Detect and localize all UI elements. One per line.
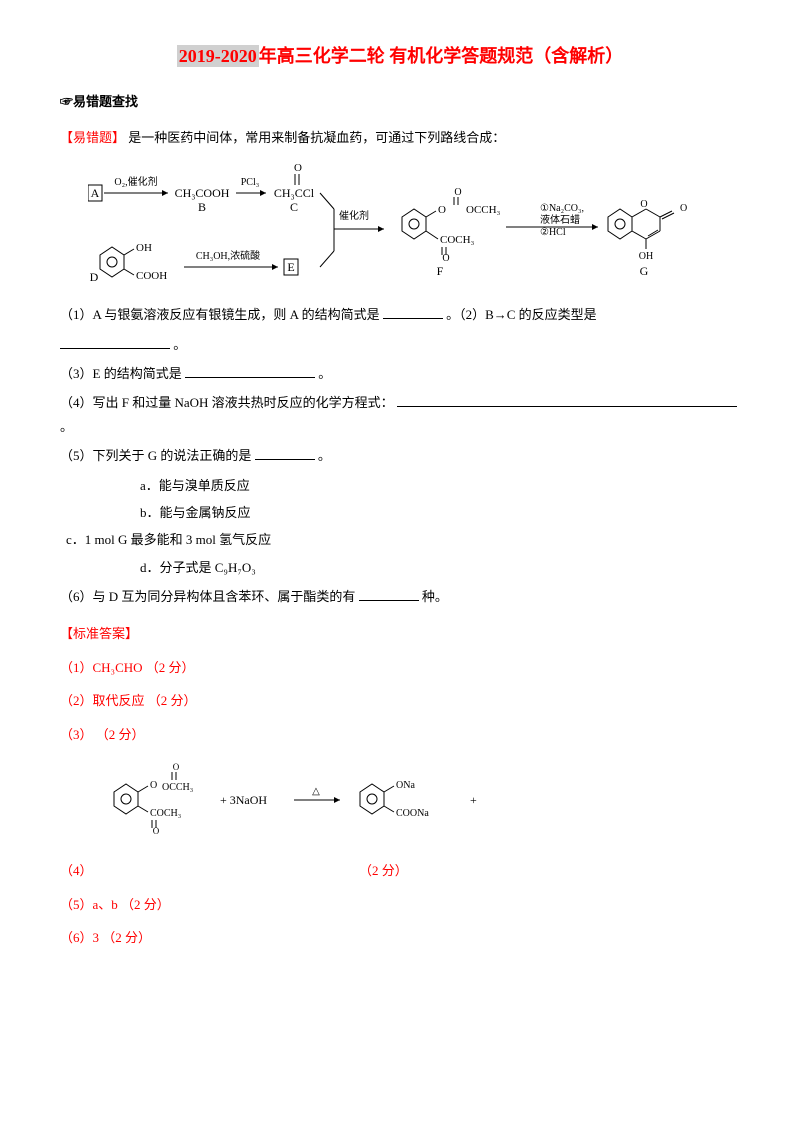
- q1-end: 。: [60, 333, 740, 356]
- ans3: （3） （2 分）: [60, 723, 740, 746]
- svg-text:O: O: [438, 204, 446, 216]
- svg-text:COCH₃: COCH₃: [440, 234, 475, 246]
- svg-text:②HCl: ②HCl: [540, 227, 566, 238]
- blank: [359, 587, 419, 601]
- svg-text:+: +: [470, 793, 477, 807]
- blank: [185, 364, 315, 378]
- svg-text:G: G: [640, 264, 649, 278]
- svg-text:F: F: [437, 264, 444, 278]
- svg-text:CH₃CCl: CH₃CCl: [274, 186, 315, 200]
- opt-d: d．分子式是 C₉H₇O₃: [140, 556, 740, 579]
- blank: [255, 446, 315, 460]
- ans5: （5）a、b （2 分）: [60, 893, 740, 916]
- svg-text:液体石蜡: 液体石蜡: [540, 213, 580, 226]
- reaction-scheme: A O₂,催化剂 CH₃COOH B PCl₃ O CH₃CCl C 催化剂 O…: [88, 159, 708, 289]
- svg-text:OH: OH: [136, 242, 152, 254]
- q5: （5）下列关于 G 的说法正确的是 。: [60, 444, 740, 467]
- blank: [383, 305, 443, 319]
- svg-text:OCCH₃: OCCH₃: [466, 204, 501, 216]
- svg-text:O: O: [454, 187, 461, 198]
- svg-text:CH₃COOH: CH₃COOH: [175, 186, 230, 200]
- q6-text: （6）与 D 互为同分异构体且含苯环、属于酯类的有: [60, 589, 355, 604]
- svg-text:催化剂: 催化剂: [339, 209, 369, 222]
- ans4: （4） （2 分）: [60, 859, 740, 882]
- svg-text:O₂,催化剂: O₂,催化剂: [114, 175, 157, 188]
- svg-text:OCCH₃: OCCH₃: [162, 782, 193, 793]
- opt-a: a．能与溴单质反应: [140, 474, 740, 497]
- q6: （6）与 D 互为同分异构体且含苯环、属于酯类的有 种。: [60, 585, 740, 608]
- page-title: 2019-2020年高三化学二轮 有机化学答题规范（含解析）: [60, 40, 740, 72]
- scheme-svg: A O₂,催化剂 CH₃COOH B PCl₃ O CH₃CCl C 催化剂 O…: [88, 159, 708, 289]
- svg-text:O: O: [680, 203, 687, 214]
- svg-text:ONa: ONa: [396, 780, 415, 791]
- svg-text:OH: OH: [639, 251, 653, 262]
- q1-text: （1）A 与银氨溶液反应有银镜生成，则 A 的结构简式是: [60, 307, 380, 322]
- title-rest: 年高三化学二轮 有机化学答题规范（含解析）: [259, 46, 624, 66]
- ans6: （6）3 （2 分）: [60, 926, 740, 949]
- svg-text:C: C: [290, 200, 298, 214]
- svg-text:PCl₃: PCl₃: [241, 177, 260, 188]
- svg-text:①Na₂CO₃,: ①Na₂CO₃,: [540, 203, 584, 214]
- svg-text:CH₃OH,浓硫酸: CH₃OH,浓硫酸: [196, 249, 260, 262]
- q5-end: 。: [318, 448, 331, 463]
- svg-text:A: A: [91, 186, 100, 200]
- blank: [60, 335, 170, 349]
- intro-line: 【易错题】 是一种医药中间体，常用来制备抗凝血药，可通过下列路线合成：: [60, 126, 740, 149]
- eq-svg: O O OCCH₃ COCH₃ O + 3NaOH △ ONa COONa: [90, 756, 610, 842]
- blank: [397, 393, 737, 407]
- svg-text:O: O: [640, 199, 647, 210]
- svg-text:+ 3NaOH: + 3NaOH: [220, 793, 267, 807]
- q3-end: 。: [318, 366, 331, 381]
- ans4-post: （2 分）: [359, 863, 408, 878]
- svg-text:E: E: [287, 260, 294, 274]
- svg-text:COOH: COOH: [136, 270, 167, 282]
- q3-text: （3）E 的结构简式是: [60, 366, 182, 381]
- section-find: ☞易错题查找: [60, 90, 740, 113]
- svg-text:COCH₃: COCH₃: [150, 808, 181, 819]
- q1: （1）A 与银氨溶液反应有银镜生成，则 A 的结构简式是 。（2）B→C 的反应…: [60, 303, 740, 326]
- answer-tag: 【标准答案】: [60, 622, 740, 645]
- q5-text: （5）下列关于 G 的说法正确的是: [60, 448, 251, 463]
- ans4-pre: （4）: [60, 863, 93, 878]
- title-year: 2019-2020: [177, 45, 259, 67]
- q3: （3）E 的结构简式是 。: [60, 362, 740, 385]
- q4-end: 。: [60, 419, 73, 434]
- opt-c: c．1 mol G 最多能和 3 mol 氢气反应: [66, 528, 740, 551]
- q6-end: 种。: [422, 589, 448, 604]
- svg-text:COONa: COONa: [396, 808, 429, 819]
- svg-text:O: O: [150, 780, 157, 791]
- svg-text:△: △: [312, 786, 320, 797]
- svg-text:B: B: [198, 200, 206, 214]
- mistake-tag: 【易错题】: [60, 130, 125, 145]
- ans2: （2）取代反应 （2 分）: [60, 689, 740, 712]
- answer-equation: O O OCCH₃ COCH₃ O + 3NaOH △ ONa COONa: [90, 756, 740, 849]
- q4-text: （4）写出 F 和过量 NaOH 溶液共热时反应的化学方程式：: [60, 395, 394, 410]
- q1-after: 。（2）B→C 的反应类型是: [446, 307, 597, 322]
- q1-end-text: 。: [173, 337, 186, 352]
- q4: （4）写出 F 和过量 NaOH 溶液共热时反应的化学方程式： 。: [60, 391, 740, 438]
- intro-text: 是一种医药中间体，常用来制备抗凝血药，可通过下列路线合成：: [128, 130, 505, 145]
- ans1: （1）CH₃CHO （2 分）: [60, 656, 740, 679]
- svg-text:D: D: [90, 270, 99, 284]
- answer-block: 【标准答案】 （1）CH₃CHO （2 分） （2）取代反应 （2 分） （3）…: [60, 622, 740, 949]
- svg-text:O: O: [294, 162, 302, 174]
- opt-b: b．能与金属钠反应: [140, 501, 740, 524]
- svg-text:O: O: [173, 762, 180, 772]
